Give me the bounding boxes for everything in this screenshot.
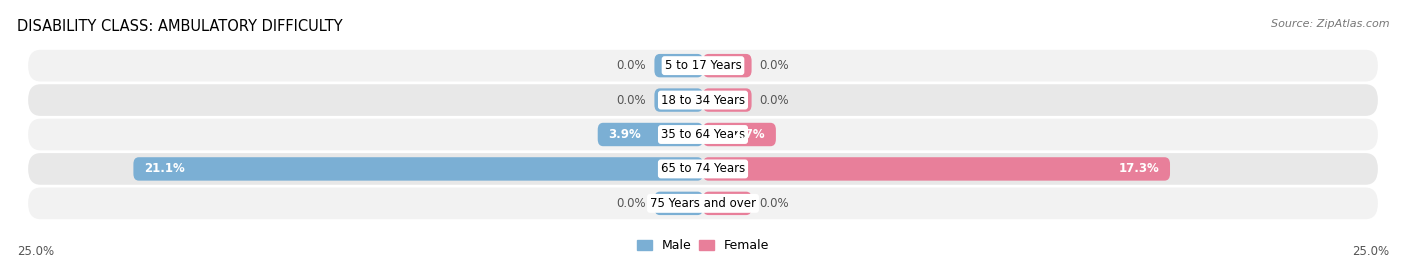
FancyBboxPatch shape xyxy=(28,84,1378,116)
Text: 0.0%: 0.0% xyxy=(617,59,647,72)
FancyBboxPatch shape xyxy=(703,88,752,112)
Legend: Male, Female: Male, Female xyxy=(637,239,769,252)
Text: DISABILITY CLASS: AMBULATORY DIFFICULTY: DISABILITY CLASS: AMBULATORY DIFFICULTY xyxy=(17,19,343,34)
FancyBboxPatch shape xyxy=(28,153,1378,185)
FancyBboxPatch shape xyxy=(654,54,703,77)
FancyBboxPatch shape xyxy=(654,88,703,112)
FancyBboxPatch shape xyxy=(28,187,1378,219)
Text: 17.3%: 17.3% xyxy=(1118,162,1159,175)
Text: 0.0%: 0.0% xyxy=(759,197,789,210)
Text: 35 to 64 Years: 35 to 64 Years xyxy=(661,128,745,141)
Text: 0.0%: 0.0% xyxy=(617,197,647,210)
Text: 0.0%: 0.0% xyxy=(759,59,789,72)
Text: 3.9%: 3.9% xyxy=(609,128,641,141)
Text: 0.0%: 0.0% xyxy=(759,94,789,107)
FancyBboxPatch shape xyxy=(703,192,752,215)
Text: Source: ZipAtlas.com: Source: ZipAtlas.com xyxy=(1271,19,1389,29)
FancyBboxPatch shape xyxy=(28,119,1378,150)
Text: 25.0%: 25.0% xyxy=(17,245,53,258)
Text: 5 to 17 Years: 5 to 17 Years xyxy=(665,59,741,72)
Text: 18 to 34 Years: 18 to 34 Years xyxy=(661,94,745,107)
FancyBboxPatch shape xyxy=(654,192,703,215)
Text: 65 to 74 Years: 65 to 74 Years xyxy=(661,162,745,175)
Text: 0.0%: 0.0% xyxy=(617,94,647,107)
FancyBboxPatch shape xyxy=(703,54,752,77)
Text: 25.0%: 25.0% xyxy=(1353,245,1389,258)
Text: 2.7%: 2.7% xyxy=(733,128,765,141)
FancyBboxPatch shape xyxy=(134,157,703,181)
FancyBboxPatch shape xyxy=(703,157,1170,181)
Text: 75 Years and over: 75 Years and over xyxy=(650,197,756,210)
FancyBboxPatch shape xyxy=(598,123,703,146)
FancyBboxPatch shape xyxy=(28,50,1378,82)
Text: 21.1%: 21.1% xyxy=(145,162,186,175)
FancyBboxPatch shape xyxy=(703,123,776,146)
